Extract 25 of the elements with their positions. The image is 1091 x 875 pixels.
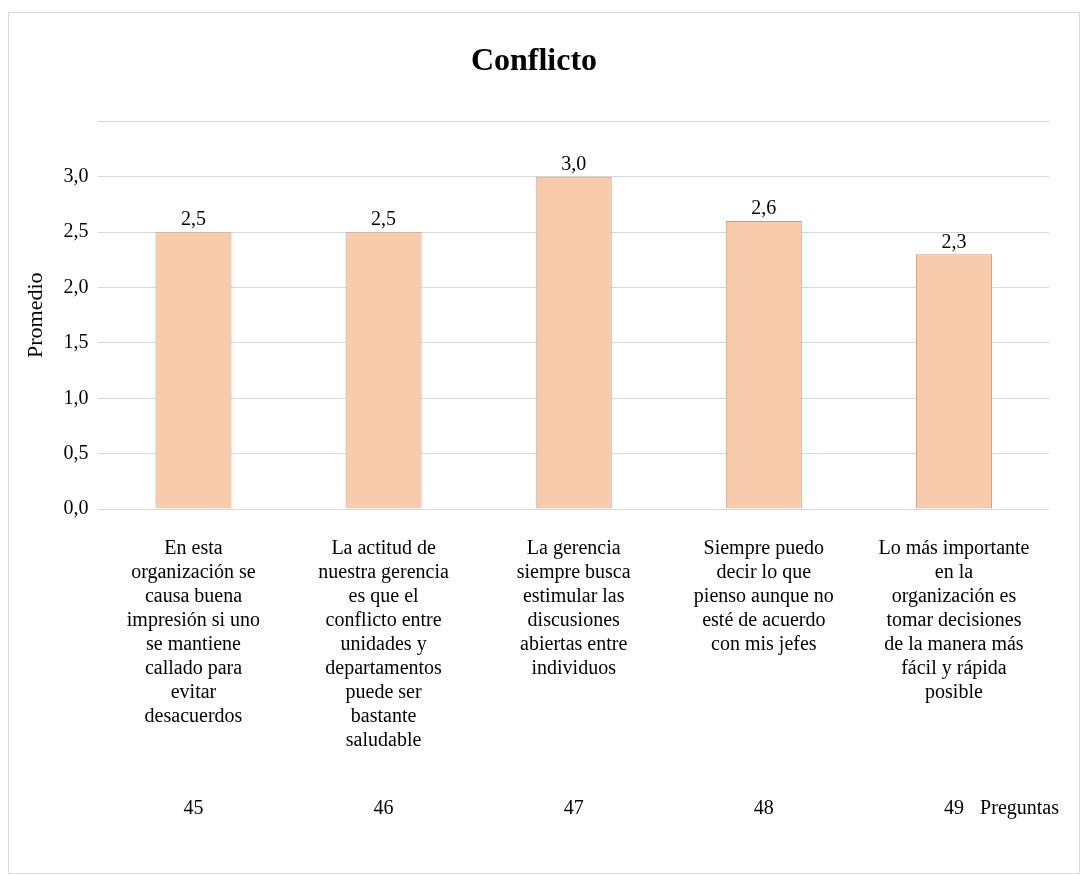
text: 47	[563, 796, 584, 819]
y-tick-label: 1,0	[63, 385, 89, 408]
y-tick-label: 0,5	[63, 440, 89, 463]
x-tick-label: Lo más importante en la organización es tomar decisiones de la manera más fácil y rápida posible	[878, 536, 1030, 704]
y-axis-title: Promedio	[21, 272, 47, 358]
y-tick-label: 0,0	[63, 496, 89, 519]
x-tick-label: En esta organización se causa buena impresión si uno se mantiene callado para evitar desacuerdos	[126, 536, 261, 727]
chart-title: Conflicto	[470, 41, 598, 78]
y-tick-label: 3,0	[63, 164, 89, 187]
category-label: La actitud de nuestra gerencia es que el conflicto entre unidades y departamentos puede ser bastante saludable	[318, 536, 449, 751]
data-label: 2,3	[941, 229, 967, 252]
y-tick-label: 2,5	[63, 219, 89, 242]
text: 46	[373, 796, 394, 819]
text: 45	[183, 796, 204, 819]
data-label: 2,5	[371, 207, 397, 230]
y-tick-label: 1,5	[63, 330, 89, 353]
y-tick-label: 2,0	[63, 274, 89, 297]
text: 49	[943, 796, 964, 819]
x-axis-title: Preguntas	[980, 796, 1060, 820]
data-label: 2,5	[180, 207, 206, 230]
x-tick-label: La gerencia siempre busca estimular las discusiones abiertas entre individuos	[516, 536, 631, 679]
data-label: 3,0	[561, 152, 587, 175]
x-tick-label: Siempre puedo decir lo que pienso aunque no esté de acuerdo con mis jefes	[693, 536, 834, 656]
data-label: 2,6	[751, 196, 777, 219]
text: 48	[753, 796, 774, 819]
